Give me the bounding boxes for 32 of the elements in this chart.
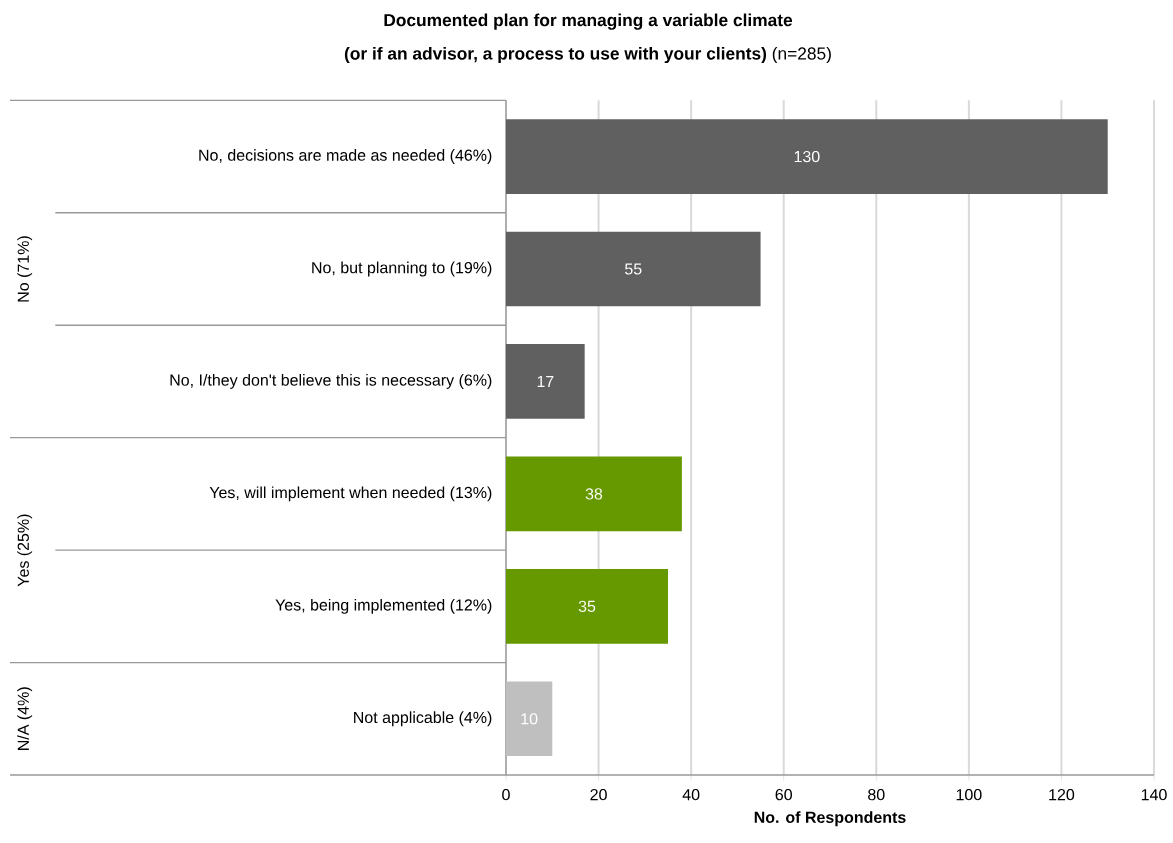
data-label: 55: [625, 263, 642, 275]
bar: [506, 344, 585, 419]
x-tick-label: 100: [956, 788, 982, 801]
bar: [506, 231, 761, 307]
text: Yes (25%): [17, 514, 33, 587]
x-tick-label: 20: [590, 788, 607, 801]
data-label: 10: [521, 713, 538, 725]
y-tick-label: No, decisions are made as needed (46%): [199, 149, 492, 165]
x-tick-label: 140: [1141, 788, 1167, 801]
bar: [506, 681, 553, 757]
x-tick-label: 60: [775, 788, 792, 801]
chart-title: Documented plan for managing a variable climate: [384, 13, 793, 30]
y-tick-label: No, I/they don't believe this is necessary (6%): [170, 374, 492, 389]
data-label: 38: [585, 488, 603, 500]
data-label: 17: [537, 375, 554, 387]
bar: [506, 456, 682, 532]
x-tick-label: 120: [1049, 788, 1075, 801]
bar: [506, 119, 1108, 194]
x-tick-label: 0: [502, 788, 510, 801]
y-tick-label: Yes, being implemented (12%): [275, 598, 492, 614]
x-tick-label: 40: [682, 788, 700, 801]
data-label: 130: [794, 150, 820, 163]
y-tick-label: Not applicable (4%): [354, 711, 492, 727]
y-tick-label: No, but planning to (19%): [312, 261, 492, 277]
x-tick-label: 80: [868, 788, 885, 801]
text: N/A (4%): [17, 687, 33, 750]
data-label: 35: [578, 600, 596, 612]
y-tick-label: Yes, will implement when needed (13%): [209, 486, 492, 502]
text: No (71%): [17, 236, 33, 302]
chart-subtitle: (or if an advisor, a process to use with your clients) (n=285): [344, 46, 831, 64]
x-axis-title: No. of Respondents: [754, 811, 906, 827]
bar: [506, 569, 668, 644]
